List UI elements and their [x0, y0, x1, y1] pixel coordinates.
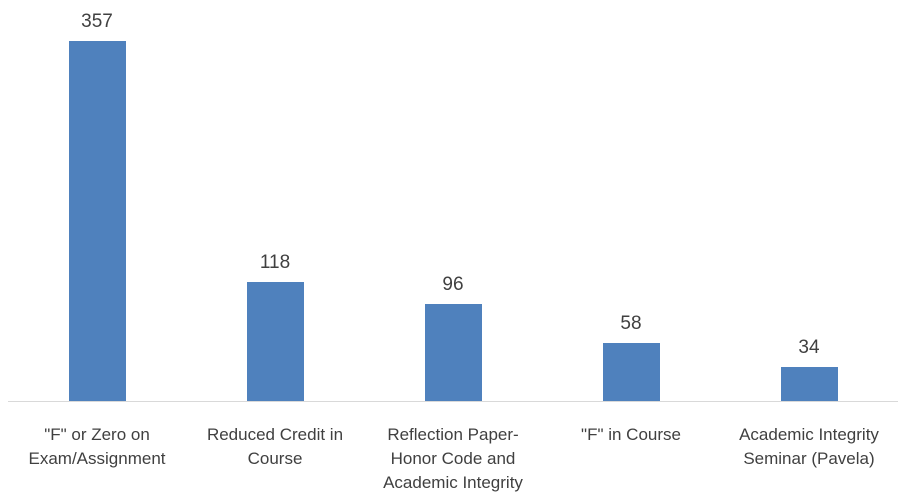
x-tick-label: Academic Integrity Seminar (Pavela): [739, 425, 879, 468]
value-label: 118: [259, 252, 291, 273]
bar: [246, 282, 304, 401]
x-tick-label: "F" in Course: [581, 425, 681, 444]
x-tick-label: "F" or Zero on Exam/Assignment: [28, 425, 166, 468]
bar: [780, 366, 838, 401]
value-label: 34: [798, 336, 820, 358]
bar: [602, 342, 660, 401]
x-tick-label: Reduced Credit in Course: [206, 425, 344, 468]
value-label: 357: [81, 11, 113, 32]
bar: [68, 41, 126, 401]
x-axis-line: [8, 401, 898, 402]
value-label: 58: [620, 312, 642, 334]
value-label: 96: [442, 274, 464, 296]
bar: [424, 304, 482, 401]
x-tick-label: Reflection Paper-Honor Code and Academic…: [383, 425, 523, 492]
